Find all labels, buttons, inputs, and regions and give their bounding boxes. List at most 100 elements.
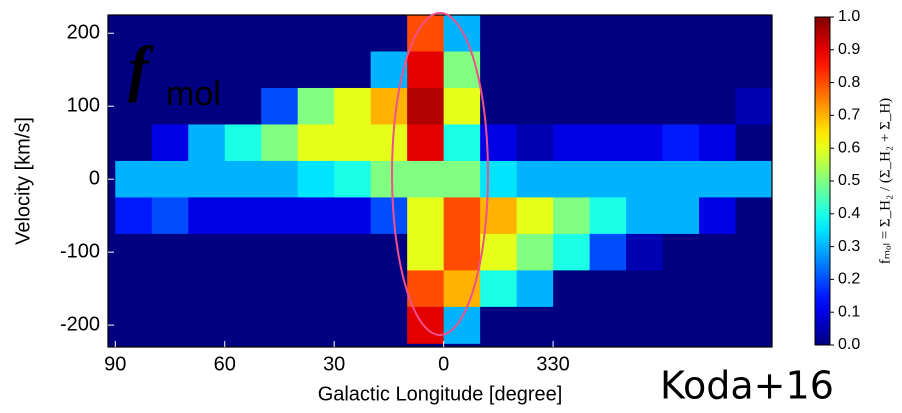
heatmap-cell [626,51,664,89]
heatmap-cell [662,160,700,198]
colorbar-tick-label: 0.4 [838,205,860,222]
colorbar-tick-label: 0.6 [838,139,860,156]
heatmap-cell [407,270,445,308]
heatmap-cell [516,197,554,235]
heatmap-cell [662,233,700,271]
heatmap-cell [553,124,591,162]
heatmap-cell [115,270,153,308]
heatmap-cell [407,160,445,198]
heatmap-cell [370,197,408,235]
heatmap-cell [443,87,481,125]
heatmap-cell [516,51,554,89]
heatmap-cell [735,233,773,271]
heatmap-cell [443,270,481,308]
heatmap-cell [553,270,591,308]
heatmap-cell [115,51,153,89]
heatmap-cell [334,197,372,235]
heatmap-cell [188,124,226,162]
heatmap-cell [297,306,335,344]
heatmap-cell [188,160,226,198]
plot-frame [107,14,773,348]
y-tick-label: 100 [67,94,100,116]
heatmap-cell [297,160,335,198]
heatmap-cell [662,87,700,125]
heatmap-cell [443,197,481,235]
heatmap-cell [589,87,627,125]
y-tick-label: 0 [89,167,100,189]
heatmap-cell [443,15,481,52]
heatmap-cell [188,197,226,235]
heatmap-cell [699,51,737,89]
heatmap-cell [516,124,554,162]
heatmap-cell [699,124,737,162]
heatmap-cell [188,270,226,308]
heatmap-cell [224,160,262,198]
heatmap-cell [370,87,408,125]
heatmap-cell [115,233,153,271]
heatmap-cell [151,160,189,198]
heatmap-cell [261,87,299,125]
heatmap-cell [662,51,700,89]
heatmap-cell [370,306,408,344]
heatmap-cell [297,87,335,125]
colorbar-tick-label: 0.7 [838,107,860,124]
heatmap-cell [735,87,773,125]
heatmap-cell [224,233,262,271]
heatmap-cell [370,15,408,52]
y-tick-label: 200 [67,22,100,44]
heatmap-cell [188,233,226,271]
heatmap-cell [662,197,700,235]
heatmap-cell [516,15,554,52]
heatmap-cell [735,270,773,308]
heatmap-cell [553,197,591,235]
colorbar-tick-label: 0.3 [838,238,860,255]
heatmap-cell [334,233,372,271]
heatmap-cell [261,233,299,271]
heatmap-cell [516,87,554,125]
heatmap-cell [115,306,153,344]
heatmap-cell [297,124,335,162]
heatmap-cell [224,124,262,162]
colorbar-tick-label: 0.2 [838,271,860,288]
heatmap-cell [589,51,627,89]
heatmap-cell [589,197,627,235]
heatmap-cell [699,306,737,344]
heatmap-cell [188,87,226,125]
heatmap-cell [626,87,664,125]
heatmap-cell [188,15,226,52]
heatmap-cell [589,124,627,162]
heatmap-cell [480,15,518,52]
heatmap-cell [662,124,700,162]
heatmap-cell [261,15,299,52]
heatmap-cell [662,15,700,52]
heatmap-cell [589,233,627,271]
heatmap-cell [334,124,372,162]
heatmap-cell [589,15,627,52]
heatmap-cell [699,197,737,235]
heatmap-cell [480,233,518,271]
heatmap-cell [188,306,226,344]
heatmap-cell [407,124,445,162]
heatmap-cell [334,51,372,89]
heatmap-cell [626,197,664,235]
heatmap-cell [443,233,481,271]
heatmap-cell [516,160,554,198]
heatmap-cell [297,197,335,235]
heatmap-cell [480,51,518,89]
heatmap-cell [261,197,299,235]
heatmap-cell [516,270,554,308]
heatmap-cell [589,270,627,308]
heatmap-cell [224,197,262,235]
heatmap-cell [735,51,773,89]
heatmap-cell [297,270,335,308]
heatmap-cell [735,15,773,52]
colorbar-tick-label: 0.5 [838,172,860,189]
heatmap-cell [334,15,372,52]
heatmap-cell [553,87,591,125]
y-tick-label: -200 [60,313,100,335]
annotation-subscript: mol [166,75,221,113]
heatmap-cell [589,306,627,344]
heatmap-cell [151,197,189,235]
heatmap-cell [151,15,189,52]
